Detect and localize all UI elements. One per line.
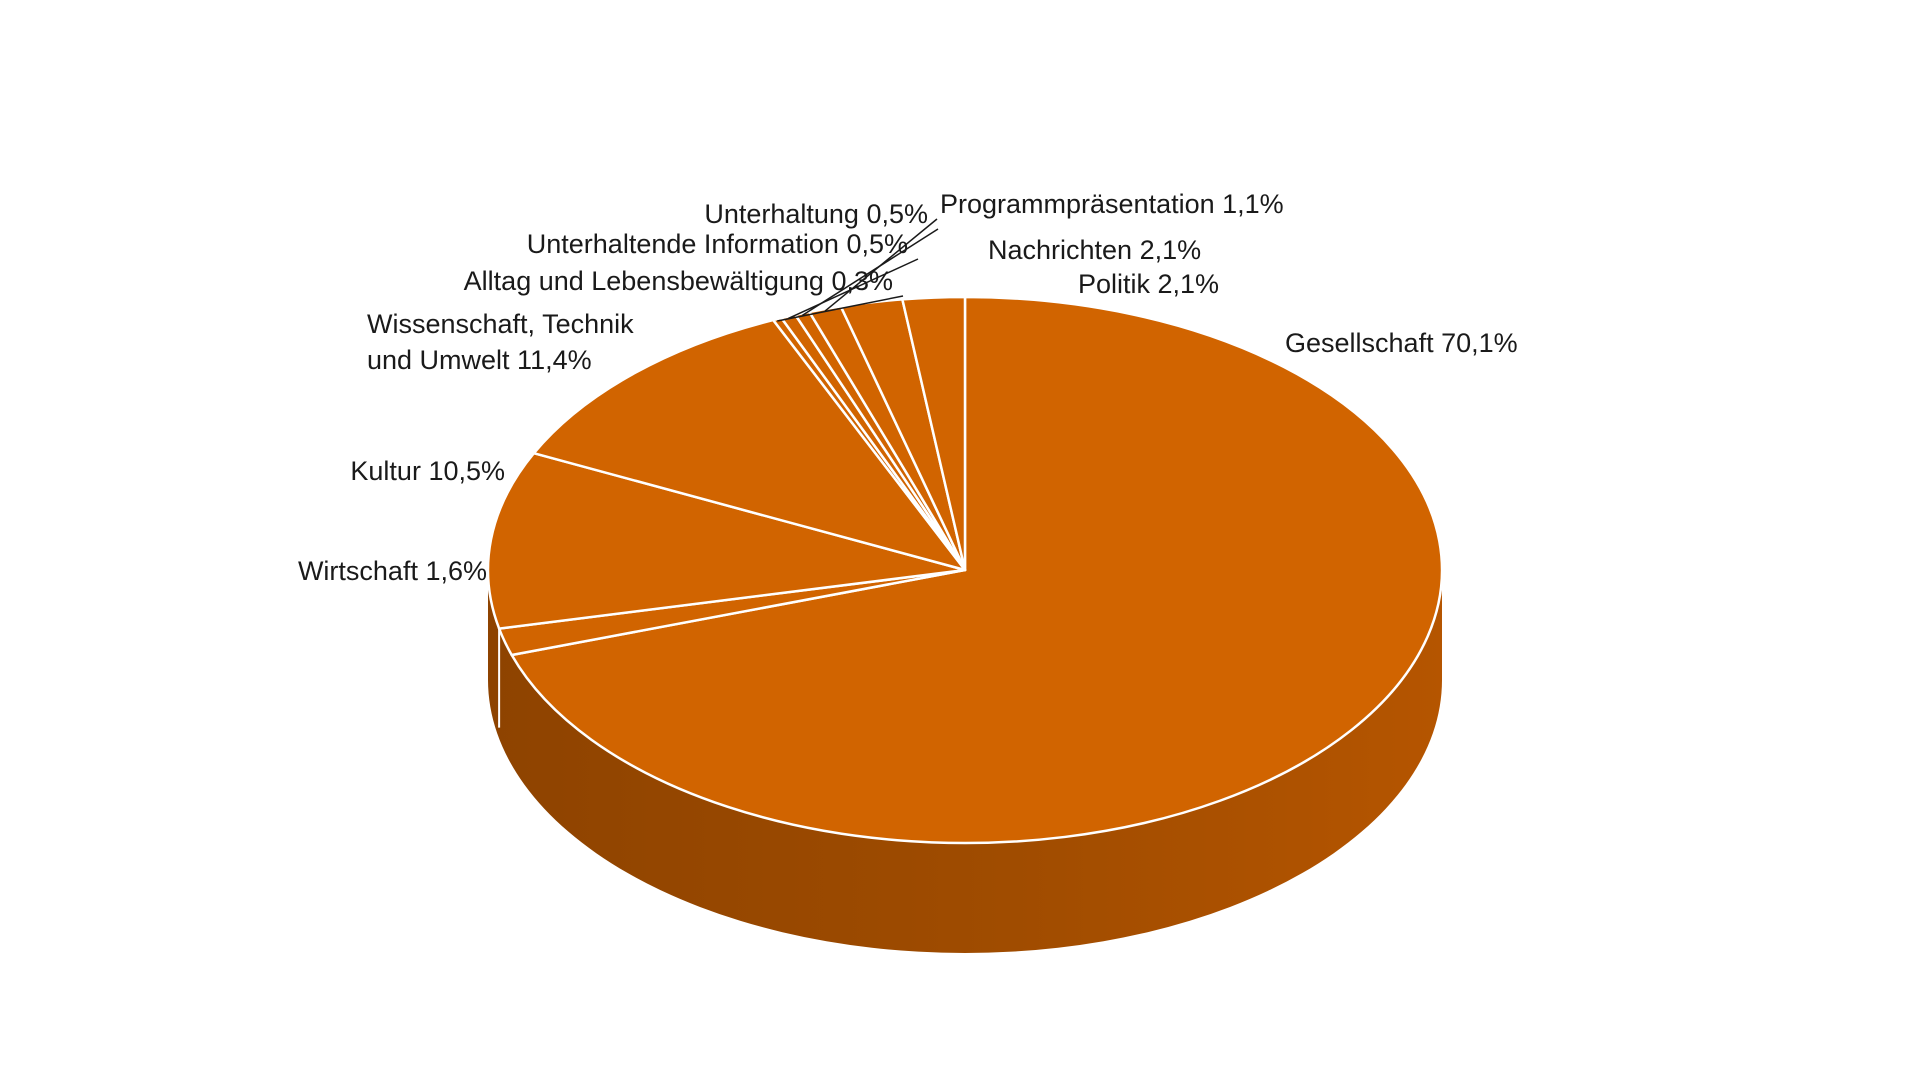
leader-line [777,295,904,322]
pie-slice-wissenschaft-technik-und-umwelt [532,318,967,572]
label-unterhaltende-information: Unterhaltende Information 0,5% [527,229,908,259]
label-unterhaltung: Unterhaltung 0,5% [704,199,928,229]
label-alltag-und-lebensbewältigung: Alltag und Lebensbewältigung 0,3% [464,266,893,296]
slice-labels: Gesellschaft 70,1% Wirtschaft 1,6% Kultur … [298,189,1518,586]
pie-side-wall [488,570,1442,953]
label-nachrichten: Nachrichten 2,1% [988,235,1201,265]
label-wissenschaft-technik-und-umwelt: Wissenschaft, Technik und Umwelt 11,4% [367,309,634,375]
label-politik: Politik 2,1% [1078,269,1219,299]
leader-line [801,228,939,316]
pie-top [486,295,1444,845]
pie-slice-kultur [486,451,967,630]
leader-lines [777,218,939,322]
leader-line [824,218,938,312]
label-wirtschaft: Wirtschaft 1,6% [298,556,487,586]
pie-side [488,570,1442,953]
label-kultur: Kultur 10,5% [350,456,505,486]
label-gesellschaft: Gesellschaft 70,1% [1285,328,1518,358]
pie-slice-gesellschaft [510,295,1444,845]
pie-slice-politik [901,295,967,572]
label-programmpräsentation: Programmpräsentation 1,1% [940,189,1284,219]
